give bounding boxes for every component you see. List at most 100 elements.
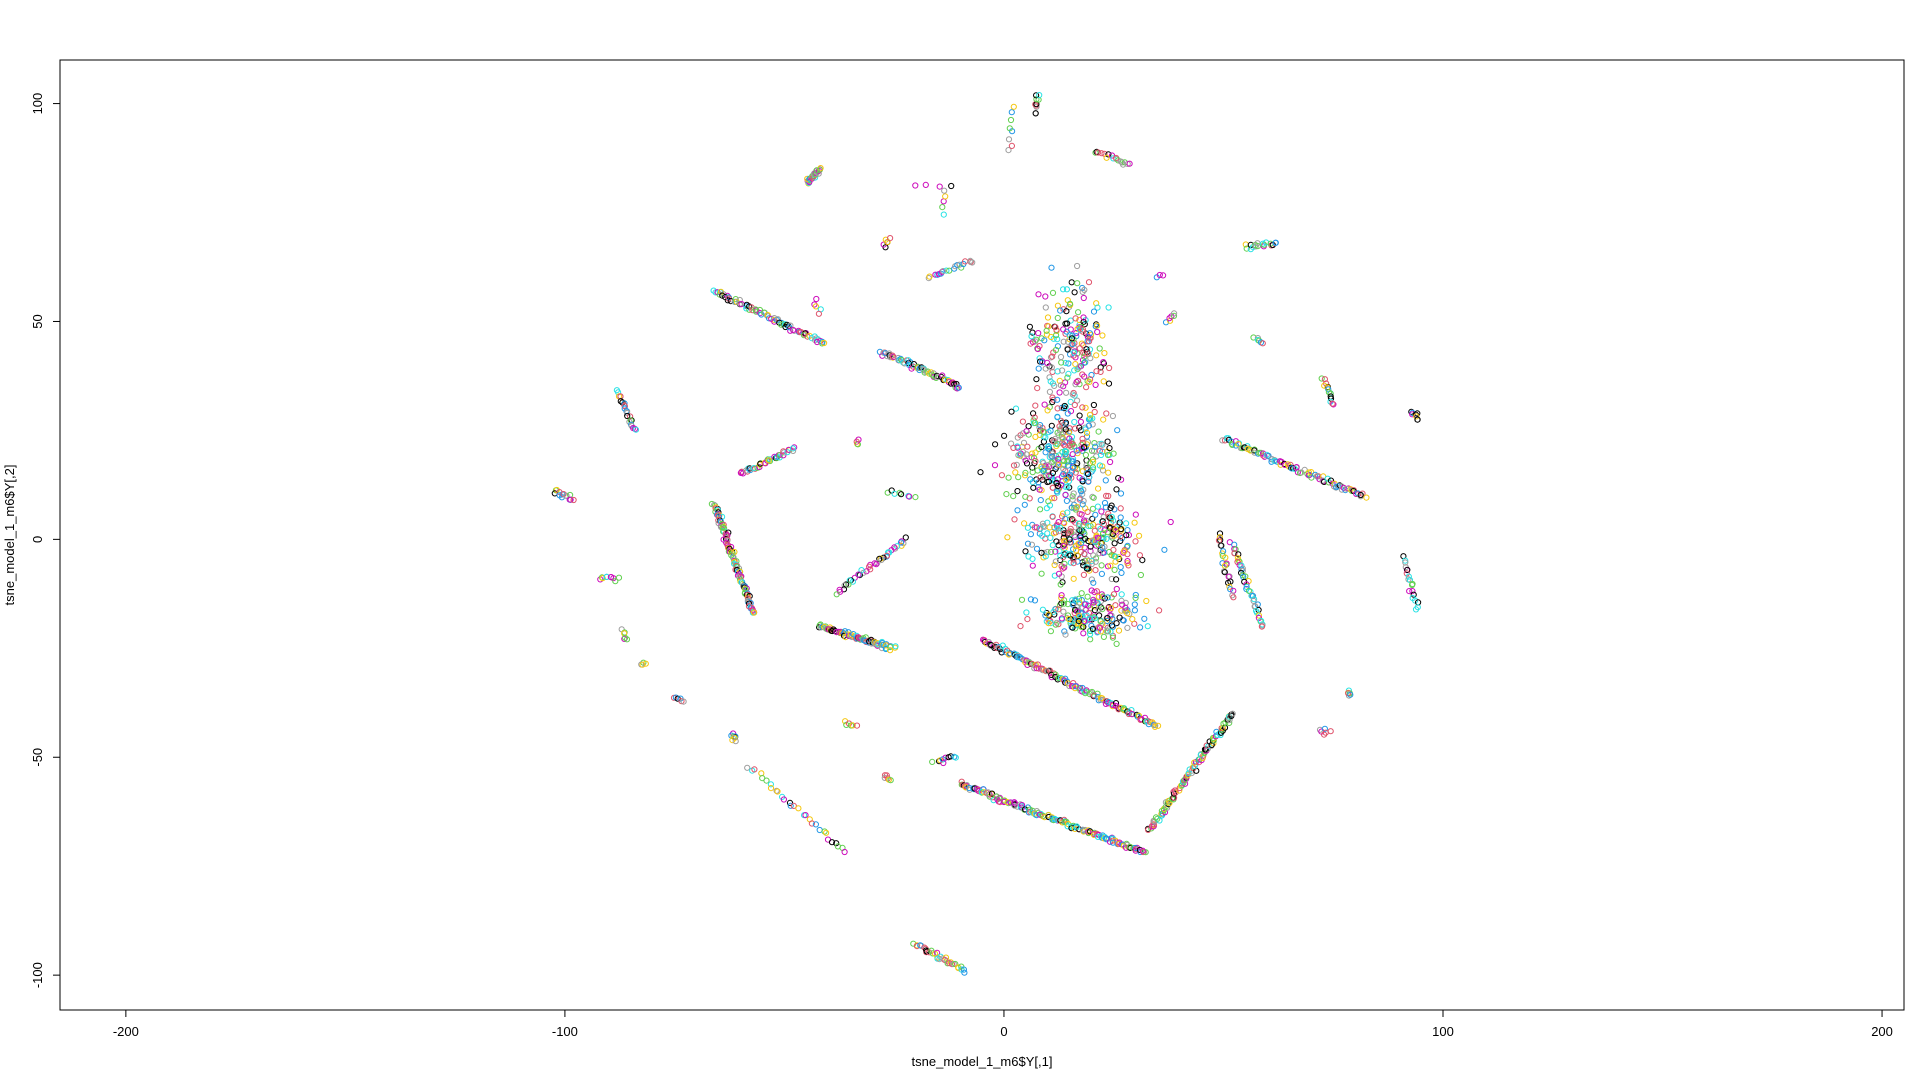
data-point (1044, 444, 1052, 451)
data-point (1081, 353, 1088, 360)
data-point (1259, 340, 1266, 347)
data-point (749, 307, 756, 314)
data-point (1066, 435, 1073, 442)
data-point (1321, 382, 1328, 389)
data-point (1032, 449, 1039, 456)
data-point (1044, 530, 1051, 537)
data-point (969, 259, 976, 266)
data-point (1045, 620, 1052, 627)
data-point (955, 965, 962, 972)
data-point (1054, 302, 1062, 309)
data-point (1105, 380, 1113, 387)
data-point (1019, 418, 1027, 425)
data-point (1201, 746, 1209, 753)
data-point (1053, 538, 1060, 545)
data-point (991, 462, 999, 469)
data-point (1100, 359, 1107, 366)
data-point (1118, 591, 1125, 598)
data-point (1060, 338, 1067, 345)
data-point (1032, 110, 1039, 117)
data-point (1305, 469, 1313, 476)
data-point (1049, 542, 1056, 549)
data-point (823, 829, 830, 836)
data-point (789, 445, 797, 452)
data-point (631, 425, 639, 432)
data-point (1084, 593, 1091, 600)
data-point (1080, 294, 1087, 302)
data-point (786, 799, 794, 807)
data-point (1048, 264, 1055, 271)
data-point (1109, 623, 1117, 631)
data-point (1094, 304, 1101, 311)
data-point (1062, 320, 1069, 327)
data-point (1117, 537, 1124, 545)
data-point (855, 571, 862, 578)
data-point (961, 969, 968, 976)
data-point (1018, 802, 1025, 809)
data-point (1063, 476, 1070, 483)
data-point (1036, 92, 1043, 99)
data-point (1079, 447, 1086, 454)
data-point (615, 574, 623, 581)
data-point (1033, 665, 1040, 672)
data-point (1048, 364, 1055, 371)
data-point (785, 446, 792, 453)
data-point (1049, 513, 1056, 520)
data-point (1083, 565, 1091, 572)
data-point (1066, 536, 1073, 543)
data-point (1074, 262, 1081, 270)
data-point (1094, 328, 1101, 336)
data-point (1029, 464, 1036, 471)
data-point (1037, 497, 1044, 504)
data-point (1089, 625, 1097, 633)
data-point (732, 738, 739, 745)
data-point (1063, 497, 1071, 504)
data-point (1108, 552, 1115, 559)
data-point (1074, 280, 1081, 287)
data-point (719, 524, 726, 531)
data-point (1255, 612, 1263, 619)
data-point (926, 273, 933, 280)
data-point (1021, 472, 1029, 479)
data-point (1073, 379, 1080, 386)
data-point (1064, 483, 1071, 490)
data-point (936, 183, 943, 190)
data-point (1105, 469, 1112, 476)
data-point (810, 173, 817, 180)
data-point (1081, 550, 1088, 558)
data-point (1001, 798, 1008, 805)
data-point (951, 381, 958, 388)
data-point (892, 545, 899, 552)
data-point (889, 352, 896, 359)
data-point (1265, 452, 1272, 459)
data-point (758, 770, 765, 777)
data-point (1023, 609, 1030, 616)
data-point (1045, 443, 1052, 450)
data-point (1042, 535, 1049, 542)
data-point (1089, 421, 1096, 428)
data-point (878, 645, 886, 652)
data-point (1068, 443, 1075, 450)
data-point (567, 496, 574, 503)
data-point (1109, 531, 1116, 538)
data-point (940, 211, 947, 218)
data-point (1042, 612, 1049, 619)
data-point (1108, 575, 1115, 583)
data-point (1101, 499, 1109, 507)
plot-frame (59, 59, 1905, 1011)
data-point (1072, 425, 1079, 432)
data-point (1101, 350, 1108, 357)
data-point (1054, 368, 1061, 375)
data-point (1123, 520, 1130, 527)
data-point (1082, 404, 1089, 411)
data-point (1141, 615, 1148, 622)
data-point (1402, 557, 1409, 564)
data-point (1005, 136, 1013, 143)
data-point (1121, 548, 1128, 555)
data-point (1023, 428, 1030, 435)
data-point (1062, 631, 1069, 638)
data-point (1097, 525, 1104, 533)
data-point (1129, 616, 1136, 623)
data-point (1072, 625, 1079, 632)
data-point (624, 412, 631, 420)
